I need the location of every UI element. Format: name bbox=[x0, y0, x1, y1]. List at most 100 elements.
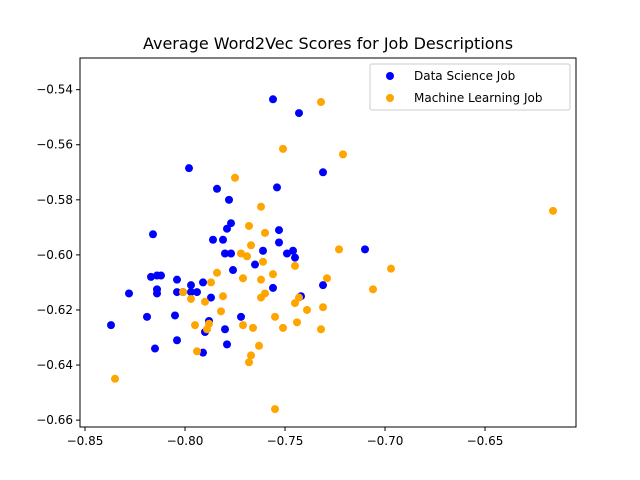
scatter-point-data-science-job bbox=[125, 289, 133, 298]
scatter-point-data-science-job bbox=[237, 312, 245, 321]
scatter-point-data-science-job bbox=[187, 288, 195, 297]
scatter-point-data-science-job bbox=[173, 336, 181, 345]
scatter-point-machine-learning-job bbox=[303, 305, 311, 314]
scatter-point-data-science-job bbox=[213, 184, 221, 193]
scatter-point-machine-learning-job bbox=[261, 228, 269, 237]
scatter-point-data-science-job bbox=[171, 311, 179, 320]
y-tick-label: −0.66 bbox=[36, 413, 73, 427]
y-tick-label: −0.60 bbox=[36, 248, 73, 262]
y-tick-label: −0.54 bbox=[36, 83, 73, 97]
x-tick-label: −0.65 bbox=[467, 434, 504, 448]
scatter-point-data-science-job bbox=[209, 235, 217, 244]
chart-title: Average Word2Vec Scores for Job Descript… bbox=[143, 34, 513, 53]
scatter-point-machine-learning-job bbox=[245, 221, 253, 230]
scatter-point-data-science-job bbox=[151, 344, 159, 353]
scatter-point-data-science-job bbox=[251, 260, 259, 269]
legend-marker-data-science bbox=[386, 72, 394, 80]
y-tick-label: −0.58 bbox=[36, 193, 73, 207]
scatter-point-data-science-job bbox=[185, 164, 193, 173]
x-tick-label: −0.80 bbox=[167, 434, 204, 448]
scatter-point-data-science-job bbox=[173, 288, 181, 297]
x-tick-label: −0.85 bbox=[67, 434, 104, 448]
scatter-point-machine-learning-job bbox=[191, 321, 199, 330]
scatter-point-data-science-job bbox=[319, 168, 327, 177]
scatter-point-data-science-job bbox=[283, 249, 291, 258]
scatter-point-machine-learning-job bbox=[207, 278, 215, 287]
scatter-point-machine-learning-job bbox=[323, 274, 331, 283]
scatter-point-data-science-job bbox=[193, 288, 201, 297]
scatter-point-data-science-job bbox=[229, 266, 237, 275]
scatter-point-data-science-job bbox=[275, 238, 283, 247]
marks-layer bbox=[107, 95, 557, 414]
scatter-point-data-science-job bbox=[223, 224, 231, 233]
scatter-point-machine-learning-job bbox=[259, 257, 267, 266]
scatter-point-data-science-job bbox=[149, 230, 157, 239]
scatter-point-machine-learning-job bbox=[239, 274, 247, 283]
scatter-point-data-science-job bbox=[199, 348, 207, 357]
y-tick-label: −0.64 bbox=[36, 358, 73, 372]
scatter-point-data-science-job bbox=[153, 271, 161, 280]
scatter-point-machine-learning-job bbox=[237, 249, 245, 258]
scatter-point-data-science-job bbox=[225, 195, 233, 204]
scatter-point-data-science-job bbox=[227, 219, 235, 228]
scatter-point-machine-learning-job bbox=[387, 264, 395, 273]
scatter-point-data-science-job bbox=[289, 246, 297, 255]
scatter-point-data-science-job bbox=[273, 183, 281, 192]
scatter-point-data-science-job bbox=[227, 249, 235, 258]
scatter-point-machine-learning-job bbox=[269, 270, 277, 279]
scatter-point-data-science-job bbox=[147, 272, 155, 281]
scatter-point-machine-learning-job bbox=[549, 206, 557, 215]
scatter-point-machine-learning-job bbox=[279, 144, 287, 153]
scatter-point-machine-learning-job bbox=[219, 292, 227, 301]
scatter-point-data-science-job bbox=[221, 249, 229, 258]
scatter-point-data-science-job bbox=[153, 289, 161, 298]
scatter-point-machine-learning-job bbox=[257, 202, 265, 211]
y-tick-label: −0.56 bbox=[36, 138, 73, 152]
scatter-point-machine-learning-job bbox=[245, 358, 253, 367]
scatter-point-machine-learning-job bbox=[213, 268, 221, 277]
scatter-point-machine-learning-job bbox=[217, 307, 225, 316]
scatter-point-machine-learning-job bbox=[319, 303, 327, 312]
scatter-point-machine-learning-job bbox=[317, 325, 325, 334]
legend-label-data-science: Data Science Job bbox=[414, 69, 515, 83]
scatter-point-machine-learning-job bbox=[187, 294, 195, 303]
scatter-point-data-science-job bbox=[291, 253, 299, 262]
scatter-point-machine-learning-job bbox=[247, 351, 255, 360]
scatter-point-data-science-job bbox=[221, 325, 229, 334]
scatter-point-data-science-job bbox=[173, 275, 181, 284]
axes-layer: −0.85 −0.80 −0.75 −0.70 −0.65 −0.66 −0.64 −0.62… bbox=[36, 83, 503, 448]
scatter-point-machine-learning-job bbox=[293, 318, 301, 327]
scatter-point-data-science-job bbox=[275, 226, 283, 235]
scatter-point-data-science-job bbox=[269, 95, 277, 104]
scatter-point-machine-learning-job bbox=[179, 288, 187, 297]
scatter-point-data-science-job bbox=[361, 245, 369, 254]
x-tick-label: −0.70 bbox=[367, 434, 404, 448]
legend-marker-machine-learning bbox=[386, 94, 394, 102]
scatter-point-machine-learning-job bbox=[111, 374, 119, 383]
scatter-point-data-science-job bbox=[143, 312, 151, 321]
scatter-point-machine-learning-job bbox=[239, 321, 247, 330]
scatter-point-machine-learning-job bbox=[295, 293, 303, 302]
scatter-point-data-science-job bbox=[107, 321, 115, 330]
scatter-point-machine-learning-job bbox=[291, 261, 299, 270]
scatter-point-machine-learning-job bbox=[255, 341, 263, 350]
scatter-point-data-science-job bbox=[219, 235, 227, 244]
scatter-point-data-science-job bbox=[199, 278, 207, 287]
scatter-point-machine-learning-job bbox=[243, 252, 251, 261]
scatter-point-machine-learning-job bbox=[257, 275, 265, 284]
legend-label-machine-learning: Machine Learning Job bbox=[414, 91, 542, 105]
x-tick-label: −0.75 bbox=[267, 434, 304, 448]
scatter-point-machine-learning-job bbox=[193, 347, 201, 356]
scatter-point-machine-learning-job bbox=[201, 297, 209, 306]
scatter-point-data-science-job bbox=[295, 109, 303, 118]
scatter-point-machine-learning-job bbox=[335, 245, 343, 254]
scatter-point-data-science-job bbox=[207, 293, 215, 302]
scatter-point-machine-learning-job bbox=[203, 325, 211, 334]
legend-box bbox=[369, 63, 571, 111]
scatter-point-data-science-job bbox=[259, 246, 267, 255]
scatter-point-data-science-job bbox=[187, 281, 195, 290]
scatter-point-machine-learning-job bbox=[271, 405, 279, 414]
scatter-point-data-science-job bbox=[269, 283, 277, 292]
